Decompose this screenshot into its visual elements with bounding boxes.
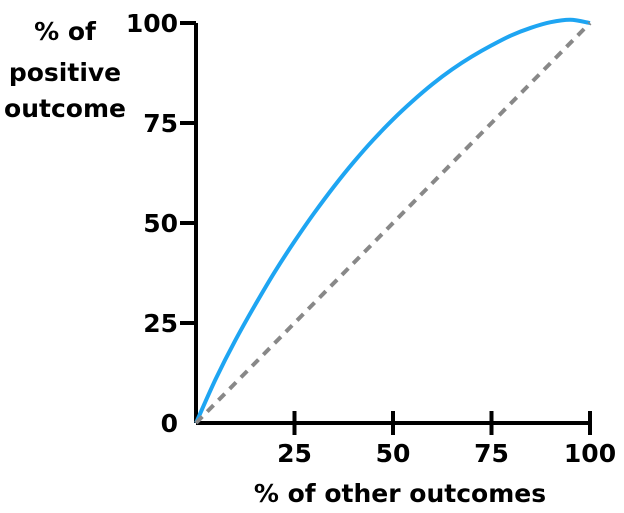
y-axis-label: % of positive outcome xyxy=(4,17,126,123)
x-tick-label-50: 50 xyxy=(376,439,411,468)
x-tick-label-25: 25 xyxy=(277,439,312,468)
series-layer xyxy=(194,17,592,425)
tick-labels: 25 50 75 100 0 25 50 75 100 xyxy=(126,9,616,468)
y-tick-label-25: 25 xyxy=(143,309,178,338)
x-tick-label-100: 100 xyxy=(564,439,616,468)
y-axis-label-line-2: positive xyxy=(9,58,121,87)
ticks xyxy=(180,21,592,435)
y-tick-label-0: 0 xyxy=(161,409,178,438)
outcome-curve xyxy=(194,17,591,424)
y-tick-label-50: 50 xyxy=(143,209,178,238)
x-tick-label-75: 75 xyxy=(474,439,509,468)
y-axis-label-line-3: outcome xyxy=(4,94,126,123)
y-tick-label-100: 100 xyxy=(126,9,178,38)
reference-diagonal-line xyxy=(194,21,592,425)
y-tick-label-75: 75 xyxy=(143,109,178,138)
y-axis-label-line-1: % of xyxy=(34,17,97,46)
x-axis-label: % of other outcomes xyxy=(254,479,546,508)
